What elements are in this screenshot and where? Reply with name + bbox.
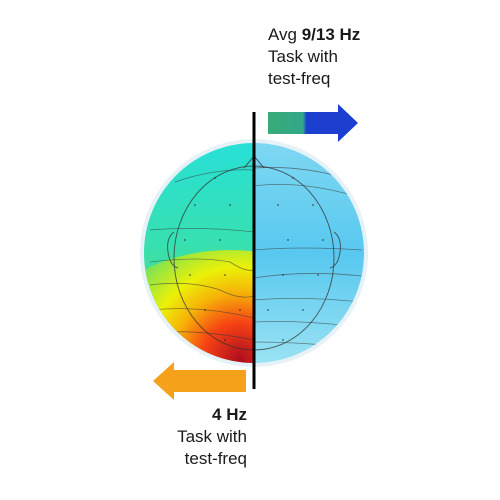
- left-arrow-icon: [153, 362, 246, 400]
- topomap-right-9-13hz: [254, 143, 364, 363]
- right-label-freq: 9/13 Hz: [301, 25, 361, 44]
- electrodes: [184, 177, 324, 341]
- left-label-line2: Task with: [177, 427, 247, 446]
- left-label-line3: test-freq: [184, 449, 247, 468]
- left-label-line1: 4 Hz: [87, 404, 247, 426]
- right-label-line3: test-freq: [268, 69, 331, 88]
- right-label-line2: Task with: [268, 47, 338, 66]
- right-label: Avg 9/13 Hz Task with test-freq: [268, 24, 360, 90]
- right-label-prefix: Avg: [268, 25, 302, 44]
- left-label: 4 Hz Task with test-freq: [87, 404, 247, 470]
- left-label-freq: 4 Hz: [212, 405, 247, 424]
- right-label-line1: Avg 9/13 Hz: [268, 24, 360, 46]
- right-arrow-icon: [268, 104, 358, 142]
